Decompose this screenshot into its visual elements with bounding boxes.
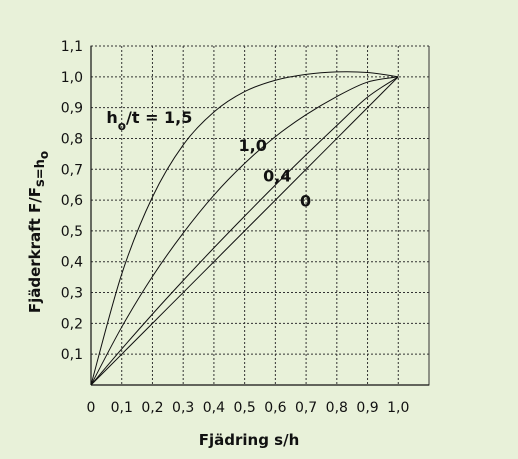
x-tick-label: 1,0 — [387, 400, 409, 416]
curve-labels: ho/t = 1,5 1,0 0,4 0 — [106, 108, 311, 210]
y-tick-label: 0,7 — [61, 162, 83, 178]
y-tick-label: 0,6 — [61, 193, 83, 209]
y-tick-label: 0,3 — [61, 286, 83, 302]
x-tick-label: 0 — [87, 400, 96, 416]
x-tick-label: 0,1 — [111, 400, 133, 416]
y-tick-label: 0,9 — [61, 101, 83, 117]
y-axis-title: Fjäderkraft F/Fs=ho — [26, 151, 51, 313]
curve-label: 0,4 — [263, 167, 291, 186]
x-tick-label: 0,4 — [203, 400, 225, 416]
x-axis-title: Fjädring s/h — [199, 431, 300, 449]
x-tick-label: 0,8 — [326, 400, 348, 416]
curve-label: 1,0 — [238, 136, 266, 155]
y-tick-label: 0,2 — [61, 316, 83, 332]
x-tick-label: 0,9 — [356, 400, 378, 416]
curve-series — [90, 71, 399, 386]
curves — [90, 71, 399, 386]
x-tick-label: 0,2 — [141, 400, 163, 416]
y-tick-label: 0,5 — [61, 224, 83, 240]
x-tick-label: 0,7 — [295, 400, 317, 416]
y-tick-label: 0,4 — [61, 255, 83, 271]
x-tick-label: 0,6 — [264, 400, 286, 416]
y-tick-label: 1,1 — [61, 39, 83, 55]
tick-labels: 0 0,1 0,2 0,3 0,4 0,5 0,6 0,7 0,8 0,9 1,0 0,1 0,2 0,3… — [61, 39, 410, 416]
curve-series — [90, 76, 399, 386]
x-tick-label: 0,5 — [234, 400, 256, 416]
y-tick-label: 0,1 — [61, 347, 83, 363]
axes — [90, 46, 429, 386]
grid — [90, 45, 430, 386]
x-tick-label: 0,3 — [172, 400, 194, 416]
y-tick-label: 1,0 — [61, 70, 83, 86]
curve-series — [90, 76, 399, 386]
curve-label: 0 — [300, 191, 311, 210]
curve-label: ho/t = 1,5 — [106, 108, 192, 133]
y-tick-label: 0,8 — [61, 131, 83, 147]
curve-series — [90, 76, 399, 386]
